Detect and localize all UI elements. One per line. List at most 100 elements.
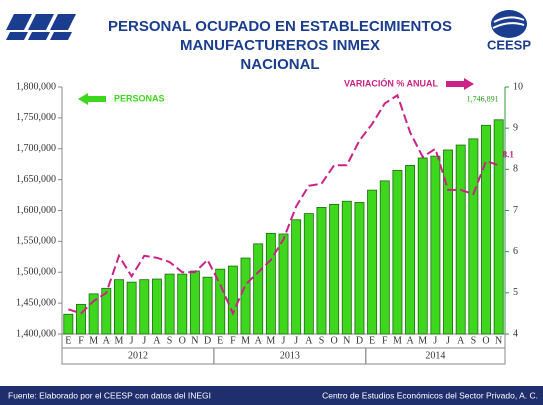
bar: [164, 273, 175, 335]
bar: [126, 281, 137, 335]
bar: [101, 287, 112, 335]
x-tick-label: M: [241, 335, 250, 346]
bar: [468, 138, 479, 335]
bar: [189, 270, 200, 335]
variation-line: [68, 93, 499, 316]
bar: [417, 157, 428, 335]
legend-label: PERSONAS: [114, 93, 165, 103]
title: MANUFACTUREROS INMEX: [180, 37, 380, 54]
x-tick-label: S: [319, 335, 325, 346]
bar: [76, 303, 86, 335]
legend-arrow: [78, 93, 106, 105]
x-tick-label: S: [471, 335, 477, 346]
x-tick-label: F: [382, 335, 388, 346]
bar: [265, 232, 276, 335]
y2-tick-label: 9: [513, 122, 518, 133]
bar: [481, 124, 491, 335]
bar: [405, 165, 416, 335]
y2-tick-label: 8: [513, 164, 518, 175]
footer-bar: [0, 386, 543, 405]
y2-tick-label: 4: [513, 328, 518, 339]
bar: [430, 155, 441, 335]
bar: [455, 144, 466, 335]
y2-tick-label: 7: [513, 205, 518, 216]
x-tick-label: E: [65, 335, 71, 346]
y-tick-label: 1,550,000: [16, 236, 56, 247]
x-tick-label: M: [89, 335, 98, 346]
logo-text: CEESP: [487, 37, 531, 52]
x-tick-label: A: [305, 335, 313, 346]
title: NACIONAL: [240, 56, 319, 73]
y2-tick-label: 6: [513, 246, 518, 257]
y-tick-label: 1,450,000: [16, 297, 56, 308]
x-tick-label: J: [130, 335, 134, 346]
x-tick-label: S: [167, 335, 173, 346]
x-tick-label: O: [482, 335, 489, 346]
year-label: 2012: [128, 350, 148, 361]
bar: [329, 203, 340, 335]
x-tick-label: F: [78, 335, 84, 346]
x-tick-label: A: [406, 335, 414, 346]
x-tick-label: A: [103, 335, 111, 346]
source: Fuente: Elaborado por el CEESP con datos…: [8, 390, 211, 400]
x-tick-label: J: [446, 335, 450, 346]
x-tick-label: A: [457, 335, 465, 346]
bar: [139, 279, 150, 335]
x-tick-label: E: [217, 335, 223, 346]
bar: [367, 189, 378, 335]
y2-tick-label: 10: [513, 81, 523, 92]
footer-right: Centro de Estudios Económicos del Sector…: [322, 390, 538, 400]
title: PERSONAL OCUPADO EN ESTABLECIMIENTOS: [108, 18, 452, 35]
bar: [392, 169, 403, 335]
x-tick-label: N: [191, 335, 198, 346]
y-tick-label: 1,750,000: [16, 112, 56, 123]
x-tick-label: J: [142, 335, 146, 346]
x-tick-label: M: [393, 335, 402, 346]
y-tick-label: 1,600,000: [16, 205, 56, 216]
x-tick-label: J: [294, 335, 298, 346]
left-logo: [6, 14, 76, 40]
y-tick-label: 1,650,000: [16, 174, 56, 185]
year-label: 2014: [425, 350, 445, 361]
bar: [354, 202, 365, 335]
legend-arrow: [446, 78, 474, 90]
bar: [443, 149, 453, 335]
x-tick-label: N: [495, 335, 502, 346]
bar: [177, 273, 188, 335]
bar: [253, 243, 264, 335]
bar: [303, 213, 314, 335]
x-tick-label: A: [153, 335, 161, 346]
y-tick-label: 1,400,000: [16, 328, 56, 339]
x-tick-label: J: [433, 335, 437, 346]
x-tick-label: F: [230, 335, 236, 346]
bar: [114, 279, 124, 335]
y-tick-label: 1,700,000: [16, 143, 56, 154]
x-tick-label: N: [343, 335, 350, 346]
bar: [278, 233, 289, 335]
bar: [88, 293, 99, 335]
x-tick-label: M: [266, 335, 275, 346]
bar: [215, 268, 226, 335]
year-label: 2013: [280, 350, 300, 361]
x-tick-label: J: [282, 335, 286, 346]
x-tick-label: D: [204, 335, 211, 346]
bar: [202, 276, 213, 335]
bar: [493, 119, 504, 335]
bar: [151, 278, 162, 335]
x-tick-label: E: [369, 335, 375, 346]
bar: [291, 219, 302, 335]
bar: [63, 313, 74, 335]
bar: [316, 207, 327, 335]
x-tick-label: M: [115, 335, 124, 346]
y-tick-label: 1,800,000: [16, 81, 56, 92]
data-label: 1,746,891: [467, 95, 499, 104]
x-tick-label: O: [179, 335, 186, 346]
bar: [240, 257, 251, 335]
x-tick-label: M: [418, 335, 427, 346]
right-logo: CEESP: [487, 10, 531, 52]
legend-label: VARIACIÓN % ANUAL: [344, 77, 439, 88]
x-tick-label: A: [255, 335, 263, 346]
data-label: 8.1: [503, 149, 515, 159]
year-box: [365, 347, 506, 365]
